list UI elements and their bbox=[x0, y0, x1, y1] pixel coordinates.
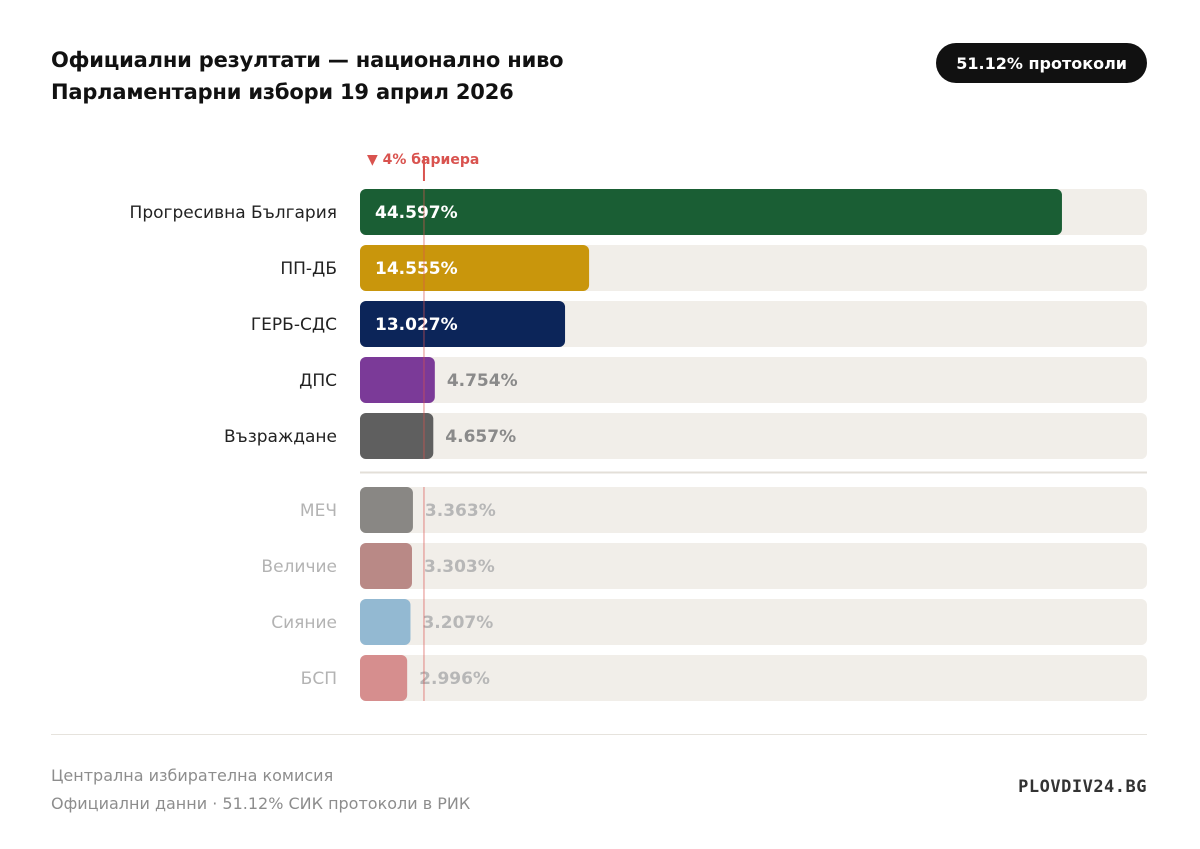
data-label: 3.207% bbox=[422, 613, 493, 633]
source-text: Централна избирателна комисия bbox=[51, 766, 334, 785]
bar bbox=[360, 487, 413, 533]
bar-row: ДПС 4.754% bbox=[299, 357, 1147, 403]
bar-track bbox=[360, 543, 1147, 589]
bar-row: БСП 2.996% bbox=[301, 655, 1147, 701]
data-label: 4.754% bbox=[447, 371, 518, 391]
data-label: 3.303% bbox=[424, 557, 495, 577]
bar-row: МЕЧ 3.363% bbox=[300, 487, 1147, 533]
bar-track bbox=[360, 413, 1147, 459]
category-label: ГЕРБ-СДС bbox=[251, 315, 337, 335]
data-label: 14.555% bbox=[375, 259, 458, 279]
brand-logo: PLOVDIV24.BG bbox=[1018, 777, 1147, 797]
category-label: МЕЧ bbox=[300, 501, 337, 521]
bar bbox=[360, 599, 411, 645]
chart-title: Официални резултати — национално ниво Па… bbox=[51, 44, 564, 108]
bar bbox=[360, 413, 434, 459]
source-note: Официални данни · 51.12% СИК протоколи в… bbox=[51, 794, 471, 813]
footer-source: Централна избирателна комисия Официални … bbox=[51, 762, 470, 818]
bar-track bbox=[360, 599, 1147, 645]
bar bbox=[360, 301, 566, 347]
bar bbox=[360, 357, 435, 403]
bar-row: ГЕРБ-СДС 13.027% bbox=[251, 301, 1147, 347]
bar bbox=[360, 543, 412, 589]
bar bbox=[360, 245, 590, 291]
title-line-1: Официални резултати — национално ниво bbox=[51, 48, 564, 72]
category-label: Възраждане bbox=[224, 427, 337, 447]
title-line-2: Парламентарни избори 19 април 2026 bbox=[51, 80, 514, 104]
data-label: 3.363% bbox=[425, 501, 496, 521]
data-label: 4.657% bbox=[445, 427, 516, 447]
category-label: ДПС bbox=[299, 371, 337, 391]
category-label: Прогресивна България bbox=[130, 203, 337, 223]
footer-divider bbox=[51, 734, 1147, 735]
bar-track bbox=[360, 487, 1147, 533]
category-label: Величие bbox=[261, 557, 337, 577]
category-label: Сияние bbox=[271, 613, 337, 633]
data-label: 44.597% bbox=[375, 203, 458, 223]
bar-track bbox=[360, 655, 1147, 701]
bar-row: Прогресивна България 44.597% bbox=[130, 189, 1147, 235]
category-label: ПП-ДБ bbox=[280, 259, 337, 279]
threshold-label: ▼ 4% бариера bbox=[367, 152, 479, 168]
bar-track bbox=[360, 357, 1147, 403]
data-label: 13.027% bbox=[375, 315, 458, 335]
protocols-badge: 51.12% протоколи bbox=[936, 43, 1147, 83]
bar bbox=[360, 655, 408, 701]
bar-row: Сияние 3.207% bbox=[271, 599, 1147, 645]
bar-row: Възраждане 4.657% bbox=[224, 413, 1147, 459]
data-label: 2.996% bbox=[419, 669, 490, 689]
bar-row: Величие 3.303% bbox=[261, 543, 1147, 589]
category-label: БСП bbox=[301, 669, 337, 689]
bar bbox=[360, 189, 1062, 235]
bar-row: ПП-ДБ 14.555% bbox=[280, 245, 1147, 291]
